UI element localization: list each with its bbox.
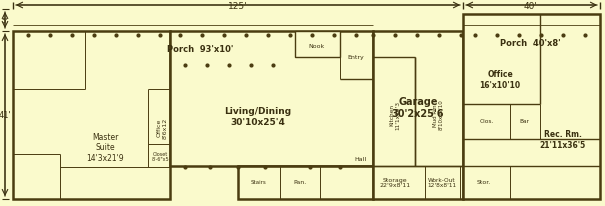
Text: Office
8'6x12: Office 8'6x12 xyxy=(157,117,168,138)
Bar xyxy=(373,32,463,199)
Bar xyxy=(463,15,600,199)
Text: Storage
22'9x8'11: Storage 22'9x8'11 xyxy=(379,177,411,187)
Text: Office
16'x10'10: Office 16'x10'10 xyxy=(479,70,520,89)
Text: Garage
30'2x25'6: Garage 30'2x25'6 xyxy=(392,97,444,118)
Text: Rec. Rm.
21'11x36'5: Rec. Rm. 21'11x36'5 xyxy=(540,130,586,149)
Text: 40': 40' xyxy=(524,1,538,11)
Text: Pan.: Pan. xyxy=(293,180,307,185)
Text: 5': 5' xyxy=(2,18,8,24)
Bar xyxy=(170,32,373,166)
Bar xyxy=(13,32,170,199)
Text: Master
Suite
14'3x21'9: Master Suite 14'3x21'9 xyxy=(86,132,124,162)
Bar xyxy=(238,166,373,199)
Text: Nook: Nook xyxy=(308,43,324,48)
Text: Kitchen
11'1x19'3: Kitchen 11'1x19'3 xyxy=(390,100,401,129)
Text: Porch  93'x10': Porch 93'x10' xyxy=(167,45,233,54)
Text: Stor.: Stor. xyxy=(477,180,491,185)
Text: Bar: Bar xyxy=(519,119,529,124)
Text: Stairs: Stairs xyxy=(250,180,266,185)
Text: 41': 41' xyxy=(0,111,11,120)
Text: Hall: Hall xyxy=(354,157,366,162)
Text: Mud Rm.
8'10x12'10: Mud Rm. 8'10x12'10 xyxy=(433,99,443,130)
Text: 125': 125' xyxy=(228,1,248,11)
Text: Living/Dining
30'10x25'4: Living/Dining 30'10x25'4 xyxy=(224,107,292,126)
Text: Porch  40'x8': Porch 40'x8' xyxy=(500,39,560,48)
Text: Entry: Entry xyxy=(348,55,364,60)
Bar xyxy=(295,32,340,58)
Text: Clos.: Clos. xyxy=(480,119,494,124)
Text: Closet
8'-6"x5: Closet 8'-6"x5 xyxy=(151,151,169,162)
Text: Work-Out
12'8x8'11: Work-Out 12'8x8'11 xyxy=(428,177,457,187)
